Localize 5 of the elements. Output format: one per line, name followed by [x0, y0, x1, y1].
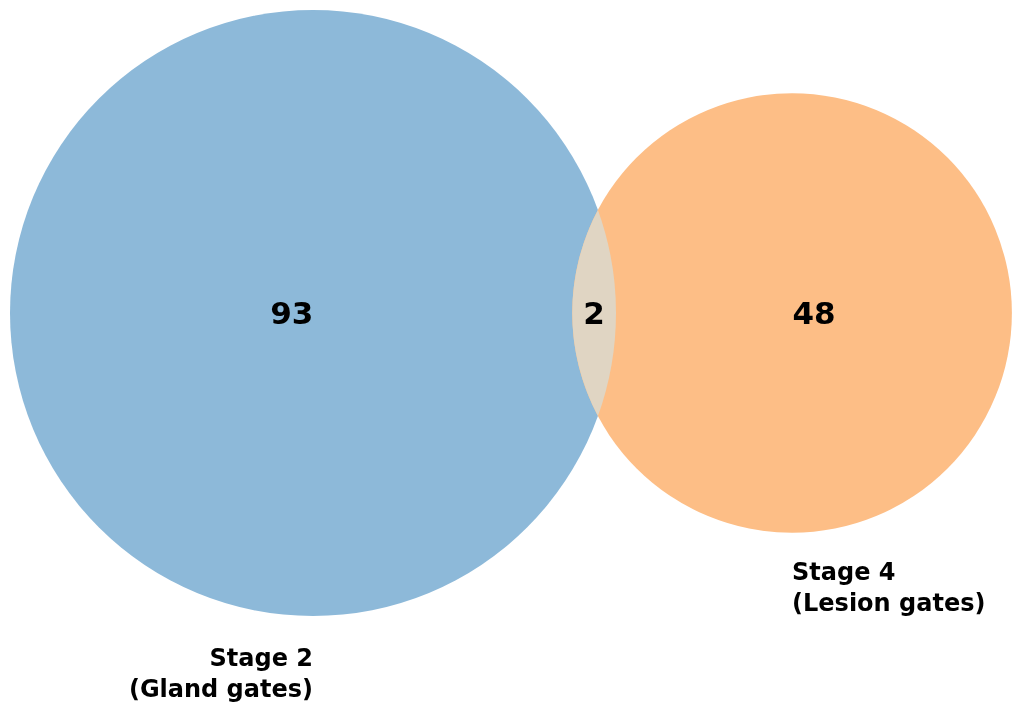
data-label: 2 [583, 295, 605, 331]
category-label: Stage 4 (Lesion gates) [792, 557, 986, 617]
data-label: 48 [792, 295, 836, 331]
data-label: 93 [270, 295, 314, 331]
category-label: Stage 2 (Gland gates) [128, 644, 313, 702]
